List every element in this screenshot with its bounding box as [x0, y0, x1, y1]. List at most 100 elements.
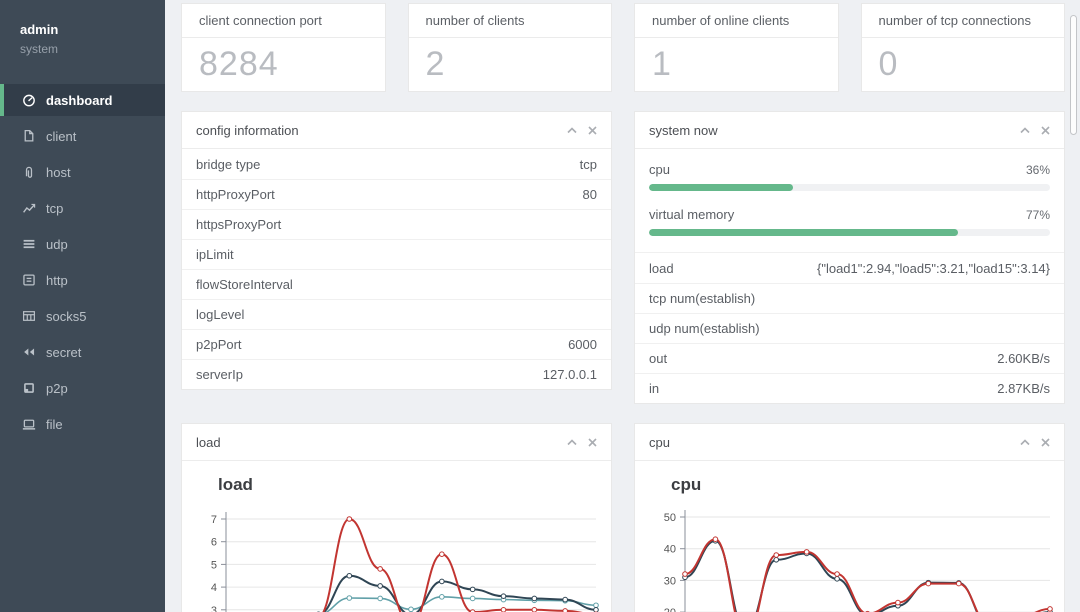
- sidebar-item-file[interactable]: file: [0, 408, 165, 440]
- row-label: httpsProxyPort: [196, 217, 282, 232]
- svg-text:4: 4: [211, 582, 217, 594]
- config-row: httpProxyPort 80: [182, 179, 611, 209]
- memory-progress-fill: [649, 229, 958, 236]
- sidebar-item-label: socks5: [46, 308, 87, 324]
- close-icon[interactable]: [588, 125, 597, 135]
- close-icon[interactable]: [1041, 125, 1050, 135]
- cpu-chart-panel: cpu cpu 20 30 40 50: [634, 423, 1065, 612]
- sidebar-item-udp[interactable]: udp: [0, 228, 165, 260]
- row-label: serverIp: [196, 367, 243, 382]
- line-chart-icon: [22, 201, 36, 215]
- stat-card-client-connection-port: client connection port 8284: [181, 3, 386, 92]
- memory-gauge-label-row: virtual memory 77%: [649, 207, 1050, 222]
- dashboard-icon: [22, 93, 36, 107]
- config-row: serverIp 127.0.0.1: [182, 359, 611, 389]
- system-row: in 2.87KB/s: [635, 373, 1064, 403]
- sidebar-item-host[interactable]: host: [0, 156, 165, 188]
- collapse-icon[interactable]: [567, 126, 577, 134]
- collapse-icon[interactable]: [1020, 126, 1030, 134]
- stat-card-value: 0: [878, 45, 899, 83]
- panel-tools: [1020, 437, 1050, 447]
- panel-tools: [567, 437, 597, 447]
- row-value: tcp: [579, 156, 597, 172]
- stat-card-value: 8284: [199, 45, 279, 83]
- stat-card-number-of-online-clients: number of online clients 1: [634, 3, 839, 92]
- row-label: flowStoreInterval: [196, 277, 293, 292]
- cpu-progress-fill: [649, 184, 794, 191]
- sidebar-item-label: client: [46, 128, 77, 144]
- client-icon: [22, 129, 36, 143]
- system-rows: load {"load1":2.94,"load5":3.21,"load15":…: [635, 252, 1064, 403]
- square-icon: [22, 381, 36, 395]
- backward-icon: [22, 345, 36, 359]
- sidebar-item-http[interactable]: http: [0, 264, 165, 296]
- close-icon[interactable]: [588, 437, 597, 447]
- svg-text:30: 30: [664, 575, 676, 587]
- panel-header: config information: [182, 112, 611, 149]
- svg-text:5: 5: [211, 559, 217, 571]
- paperclip-icon: [22, 165, 36, 179]
- svg-text:40: 40: [664, 544, 676, 556]
- collapse-icon[interactable]: [567, 438, 577, 446]
- row-label: udp num(establish): [649, 321, 760, 336]
- svg-text:6: 6: [211, 537, 217, 549]
- row-value: {"load1":2.94,"load5":3.21,"load15":3.14…: [817, 260, 1050, 276]
- sidebar-item-label: tcp: [46, 200, 64, 216]
- laptop-icon: [22, 417, 36, 431]
- sidebar-item-label: http: [46, 272, 68, 288]
- config-rows: bridge type tcp httpProxyPort 80 httpsProx…: [182, 149, 611, 389]
- stat-cards-row: client connection port 8284 number of cl…: [181, 3, 1065, 92]
- panel-title: load: [196, 434, 221, 450]
- panel-tools: [567, 125, 597, 135]
- sidebar-item-label: dashboard: [46, 92, 113, 108]
- cpu-line-chart[interactable]: 20 30 40 50: [635, 502, 1064, 612]
- svg-text:3: 3: [211, 605, 217, 612]
- system-gauges: cpu 36% virtual memory 77%: [635, 149, 1064, 236]
- row-label: in: [649, 381, 660, 396]
- gauge-label: cpu: [649, 162, 670, 177]
- row-label: out: [649, 351, 668, 366]
- table-icon: [22, 309, 36, 323]
- stat-card-title: number of clients: [408, 4, 611, 38]
- sidebar-item-label: host: [46, 164, 71, 180]
- close-icon[interactable]: [1041, 437, 1050, 447]
- panel-header: cpu: [635, 424, 1064, 461]
- stat-card-value: 1: [652, 45, 672, 83]
- svg-text:50: 50: [664, 512, 676, 524]
- row-value: 2.87KB/s: [997, 381, 1050, 396]
- sidebar: admin system dashboard client: [0, 0, 165, 612]
- sidebar-item-p2p[interactable]: p2p: [0, 372, 165, 404]
- sidebar-item-socks5[interactable]: socks5: [0, 300, 165, 332]
- row-value: 2.60KB/s: [997, 351, 1050, 366]
- row-label: p2pPort: [196, 337, 242, 352]
- system-row: udp num(establish): [635, 313, 1064, 343]
- sidebar-menu: dashboard client host: [0, 84, 165, 440]
- chart-title: load: [218, 475, 253, 494]
- sidebar-item-tcp[interactable]: tcp: [0, 192, 165, 224]
- sidebar-item-client[interactable]: client: [0, 120, 165, 152]
- info-panels-row: config information bridge type tcp httpPr…: [181, 111, 1065, 404]
- stat-card-title: number of online clients: [635, 4, 838, 38]
- user-block: admin system: [0, 0, 165, 76]
- config-row: logLevel: [182, 299, 611, 329]
- sidebar-item-dashboard[interactable]: dashboard: [0, 84, 165, 116]
- sidebar-item-label: secret: [46, 344, 82, 360]
- main-content: client connection port 8284 number of cl…: [165, 0, 1080, 612]
- row-value: 127.0.0.1: [542, 367, 597, 382]
- config-information-panel: config information bridge type tcp httpPr…: [181, 111, 612, 390]
- scrollbar-thumb[interactable]: [1070, 15, 1077, 135]
- chart-title: cpu: [671, 475, 702, 494]
- stat-card-number-of-clients: number of clients 2: [407, 3, 612, 92]
- row-value: 6000: [568, 337, 597, 352]
- collapse-icon[interactable]: [1020, 438, 1030, 446]
- load-line-chart[interactable]: 3 4 5 6 7: [182, 502, 611, 612]
- sidebar-item-label: p2p: [46, 380, 68, 396]
- sidebar-item-secret[interactable]: secret: [0, 336, 165, 368]
- system-row: out 2.60KB/s: [635, 343, 1064, 373]
- sidebar-item-label: file: [46, 416, 63, 432]
- config-row: flowStoreInterval: [182, 269, 611, 299]
- chart-body: load 3 4 5 6 7: [182, 461, 611, 612]
- row-label: logLevel: [196, 307, 245, 322]
- load-chart-panel: load load 3 4 5 6 7: [181, 423, 612, 612]
